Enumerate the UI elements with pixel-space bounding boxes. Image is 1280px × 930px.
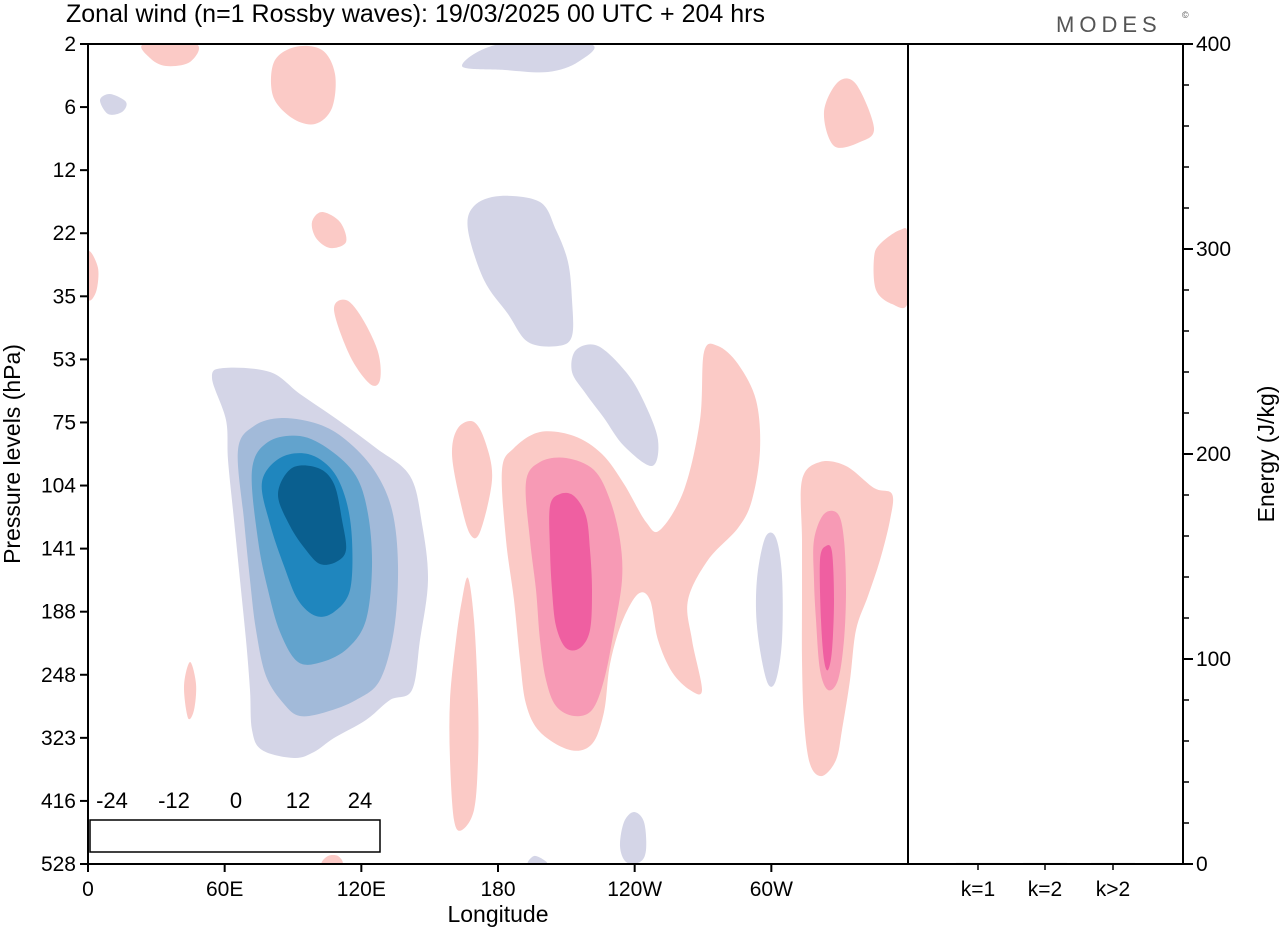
energy-x-axis: k=1 k=2 k>2 — [961, 864, 1130, 901]
contour-region — [451, 421, 493, 539]
contour-region — [873, 228, 908, 309]
contour-region — [321, 855, 343, 864]
colorbar-label: 0 — [230, 788, 242, 813]
y-tick-label: 75 — [53, 411, 76, 434]
contour-region — [619, 812, 647, 864]
y-tick-label: 188 — [41, 601, 76, 624]
contour-region — [549, 492, 592, 651]
contour-region — [819, 544, 834, 671]
energy-x-tick-label: k=1 — [961, 878, 995, 901]
colorbar-label: -12 — [158, 788, 190, 813]
contour-region — [311, 212, 347, 249]
y-tick-label: 416 — [41, 790, 76, 813]
x-tick-label: 120W — [607, 878, 662, 901]
contour-region — [270, 45, 336, 125]
y2-tick-label: 400 — [1196, 33, 1231, 56]
energy-x-tick-label: k=2 — [1028, 878, 1062, 901]
contour-region — [800, 461, 894, 777]
chart-title: Zonal wind (n=1 Rossby waves): 19/03/202… — [66, 0, 765, 28]
y-tick-label: 104 — [41, 475, 76, 498]
y2-axis: 0 100 200 300 400 — [1183, 33, 1231, 876]
contour-region — [461, 44, 595, 73]
contour-region — [823, 78, 875, 148]
contour-region — [467, 195, 574, 347]
colorbar-label: -24 — [96, 788, 128, 813]
contour-region — [141, 44, 200, 67]
y-tick-label: 22 — [53, 222, 76, 245]
colorbar-border — [89, 819, 381, 853]
x-tick-label: 120E — [337, 878, 386, 901]
plot-frame-main — [87, 43, 909, 865]
contour-region — [449, 577, 479, 831]
x-tick-label: 180 — [480, 878, 515, 901]
contour-layer — [88, 44, 908, 864]
y-tick-label: 141 — [41, 538, 76, 561]
y-tick-label: 53 — [53, 348, 76, 371]
colorbar-label: 12 — [286, 788, 310, 813]
y-axis: 2 6 12 22 35 53 75 104 141 188 248 323 416 528 — [41, 33, 88, 876]
contour-region — [88, 250, 99, 301]
energy-x-tick-label: k>2 — [1096, 878, 1130, 901]
colorbar-labels: -24 -12 0 12 24 — [96, 788, 372, 813]
x-tick-label: 60E — [206, 878, 243, 901]
contour-region — [333, 299, 381, 386]
colorbar-label: 24 — [348, 788, 372, 813]
y2-tick-label: 0 — [1196, 853, 1208, 876]
contour-region — [183, 661, 197, 720]
brand-mark: © — [1182, 10, 1189, 20]
plot-frame-energy — [907, 43, 1184, 865]
y-tick-label: 323 — [41, 727, 76, 750]
brand-logo: MODES — [1056, 12, 1162, 37]
x-tick-label: 60W — [750, 878, 793, 901]
y2-tick-label: 300 — [1196, 238, 1231, 261]
y-axis-label: Pressure levels (hPa) — [0, 344, 25, 564]
y2-axis-label: Energy (J/kg) — [1253, 386, 1279, 523]
contour-region — [99, 93, 127, 115]
y2-tick-label: 200 — [1196, 443, 1231, 466]
y-tick-label: 35 — [53, 285, 76, 308]
x-axis: 0 60E 120E 180 120W 60W — [82, 864, 793, 901]
y-tick-label: 248 — [41, 664, 76, 687]
contour-region — [755, 532, 783, 687]
y-tick-label: 6 — [64, 96, 76, 119]
contour-region — [277, 465, 347, 565]
contour-region — [571, 344, 659, 467]
colorbar — [89, 819, 381, 853]
y-tick-label: 12 — [53, 159, 76, 182]
contour-region — [527, 855, 548, 864]
y2-tick-label: 100 — [1196, 648, 1231, 671]
y-tick-label: 528 — [41, 853, 76, 876]
x-axis-label: Longitude — [447, 901, 548, 927]
y-tick-label: 2 — [64, 33, 76, 56]
x-tick-label: 0 — [82, 878, 94, 901]
